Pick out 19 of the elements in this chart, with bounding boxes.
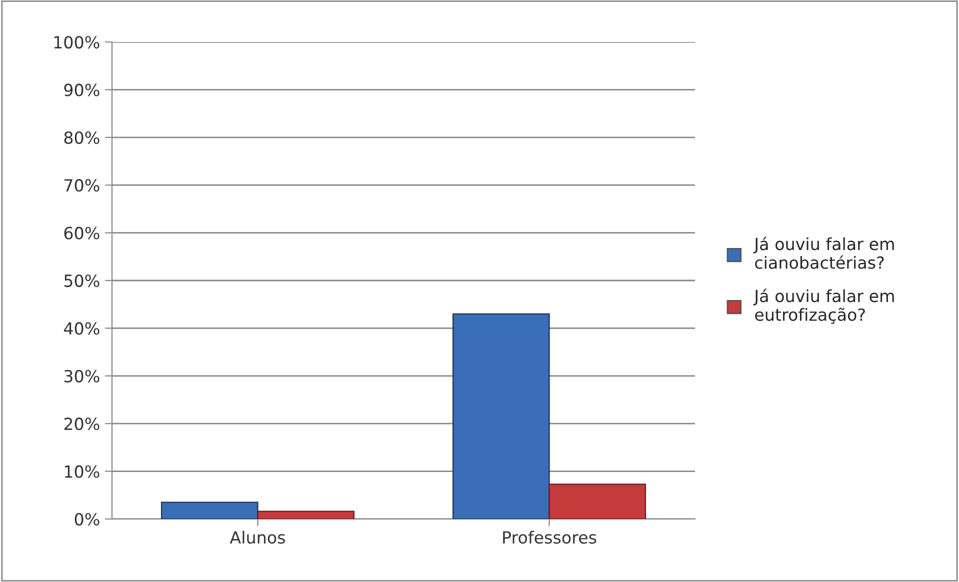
y-tick-label: 30% xyxy=(64,370,100,382)
legend-label: Já ouviu falar em cianobactérias? xyxy=(753,236,894,269)
y-tick-label: 70% xyxy=(64,179,100,192)
bar xyxy=(452,313,550,519)
y-tick-label: 50% xyxy=(64,274,100,288)
y-tick-label: 40% xyxy=(64,322,100,335)
y-tick-label: 80% xyxy=(64,131,100,144)
legend-label: Já ouviu falar em eutrofização? xyxy=(753,288,894,324)
bar xyxy=(257,510,354,519)
bar xyxy=(161,502,258,519)
y-tick-label: 100% xyxy=(54,36,100,49)
y-tick-label: 60% xyxy=(64,226,100,240)
y-tick-label: 10% xyxy=(64,465,100,478)
x-tick-label: Alunos xyxy=(230,530,285,544)
y-tick-label: 20% xyxy=(64,418,100,430)
y-tick-label: 90% xyxy=(64,84,100,96)
bar xyxy=(548,484,646,519)
y-tick-label: 0% xyxy=(74,512,100,526)
x-tick-label: Professores xyxy=(503,530,596,544)
